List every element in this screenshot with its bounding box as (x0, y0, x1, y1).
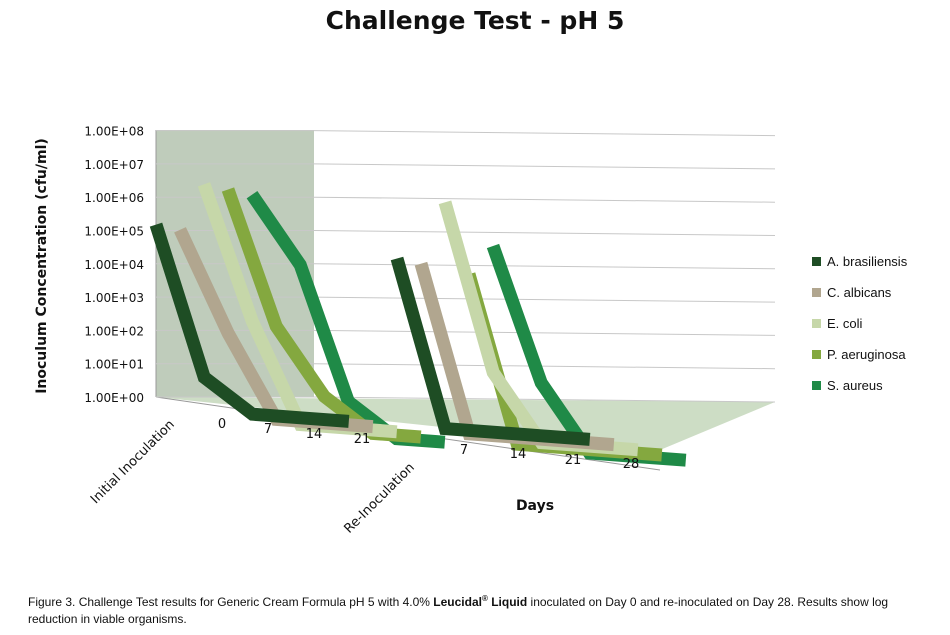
legend-label: E. coli (827, 316, 863, 331)
x-axis-label: Days (516, 498, 554, 514)
legend-item: E. coli (812, 308, 907, 339)
x-tick-label: 7 (264, 422, 272, 437)
chart-gridlines (156, 130, 776, 403)
x-tick-label: 0 (218, 417, 226, 432)
gridline (313, 230, 776, 236)
legend-label: S. aureus (827, 378, 883, 393)
x-tick-label: 7 (460, 443, 468, 458)
caption-product: Leucidal (433, 595, 482, 609)
x-tick-label: 14 (306, 427, 323, 442)
y-tick-label: 1.00E+06 (84, 191, 144, 205)
chart-title: Challenge Test - pH 5 (325, 6, 625, 35)
x-tick-label: 14 (510, 447, 527, 462)
legend-label: A. brasiliensis (827, 254, 908, 269)
x-tick-label: 21 (565, 453, 582, 468)
gridline (313, 363, 776, 370)
y-tick-label: 1.00E+00 (84, 391, 144, 405)
legend-swatch (812, 350, 821, 359)
legend-swatch (812, 288, 821, 297)
y-tick-label: 1.00E+04 (84, 258, 144, 272)
gridline (313, 296, 776, 303)
y-tick-label: 1.00E+03 (84, 291, 144, 305)
caption-text-end: inoculated on Day 0 and re-inoculated on… (28, 595, 889, 626)
y-axis-label: Inoculum Concentration (cfu/ml) (34, 138, 50, 394)
x-tick-label: 21 (354, 432, 371, 447)
gridline (313, 263, 776, 270)
legend-item: C. albicans (812, 277, 907, 308)
gridline (313, 130, 776, 137)
legend-label: P. aeruginosa (827, 347, 906, 362)
y-tick-label: 1.00E+02 (84, 324, 144, 338)
chart-plot: 1.00E+00 1.00E+01 1.00E+02 1.00E+03 1.00E+04… (34, 125, 776, 537)
gridline (313, 329, 776, 336)
series-line (149, 222, 350, 428)
chart-legend: A. brasiliensis C. albicans E. coli P. a… (812, 246, 907, 401)
legend-label: C. albicans (827, 285, 892, 300)
legend-item: S. aureus (812, 370, 907, 401)
x-tick-label: Re-Inoculation (341, 460, 417, 536)
y-tick-label: 1.00E+05 (84, 225, 144, 239)
figure-caption: Figure 3. Challenge Test results for Gen… (28, 590, 908, 628)
y-tick-label: 1.00E+07 (84, 158, 144, 172)
gridline (313, 163, 776, 170)
y-tick-label: 1.00E+01 (84, 358, 144, 372)
legend-swatch (812, 381, 821, 390)
gridline (313, 396, 776, 403)
legend-swatch (812, 257, 821, 266)
caption-text: Figure 3. Challenge Test results for Gen… (28, 595, 434, 609)
caption-product-name: Leucidal® Liquid (433, 594, 528, 609)
x-tick-label: 28 (623, 457, 640, 472)
caption-reg-mark: ® (481, 594, 488, 603)
legend-item: A. brasiliensis (812, 246, 907, 277)
y-tick-label: 1.00E+08 (84, 125, 144, 139)
caption-product-suffix: Liquid (487, 595, 528, 609)
series-line (390, 256, 591, 446)
gridline (313, 196, 776, 203)
chart-series (149, 182, 687, 467)
legend-swatch (812, 319, 821, 328)
legend-item: P. aeruginosa (812, 339, 907, 370)
x-tick-label: Initial Inoculation (88, 417, 178, 507)
y-tick-labels: 1.00E+00 1.00E+01 1.00E+02 1.00E+03 1.00E+04… (84, 125, 144, 405)
